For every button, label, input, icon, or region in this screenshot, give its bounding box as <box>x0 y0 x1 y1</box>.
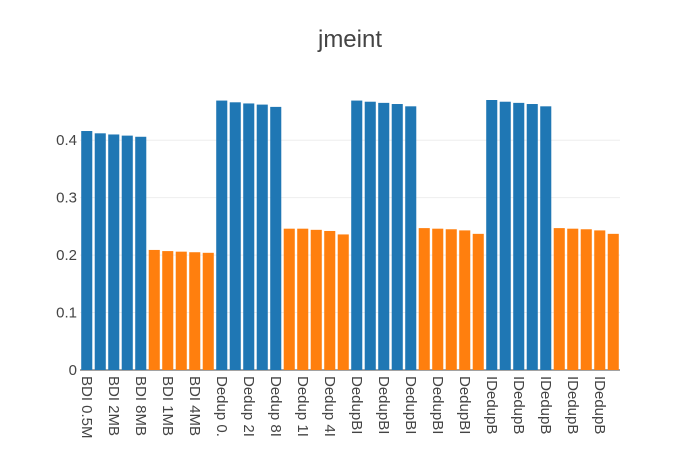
bar[interactable] <box>607 233 619 370</box>
bar[interactable] <box>405 106 417 370</box>
x-tick-label: BDI 0.5M <box>78 376 95 439</box>
bar[interactable] <box>162 251 174 370</box>
bar[interactable] <box>445 229 457 370</box>
bars <box>81 100 619 371</box>
x-tick-label: IDedupB <box>564 376 581 434</box>
x-tick-label: Dedup 4I <box>321 376 338 437</box>
bar[interactable] <box>553 228 565 370</box>
bar[interactable] <box>229 102 241 371</box>
x-tick-label: DedupBI <box>402 376 419 434</box>
x-tick-label: IDedupB <box>510 376 527 434</box>
bar[interactable] <box>513 102 525 371</box>
bar[interactable] <box>270 106 282 370</box>
bar[interactable] <box>364 101 376 370</box>
bar[interactable] <box>337 234 349 370</box>
bar[interactable] <box>310 229 322 370</box>
bar[interactable] <box>378 102 390 371</box>
bar[interactable] <box>472 233 484 370</box>
bar[interactable] <box>499 101 511 370</box>
y-tick-label: 0.4 <box>56 132 77 149</box>
bar[interactable] <box>567 228 579 370</box>
bar[interactable] <box>540 106 552 370</box>
bar[interactable] <box>202 252 214 370</box>
y-tick-label: 0.3 <box>56 190 77 207</box>
chart-title: jmeint <box>317 26 383 53</box>
bar[interactable] <box>148 249 160 370</box>
bar[interactable] <box>189 252 201 370</box>
x-tick-label: IDedupB <box>537 376 554 434</box>
y-tick-label: 0.1 <box>56 305 77 322</box>
bar[interactable] <box>283 228 295 370</box>
x-tick-label: Dedup 0. <box>213 376 230 437</box>
gridlines <box>80 139 620 371</box>
x-tick-label: Dedup 2I <box>240 376 257 437</box>
x-axis-ticks: BDI 0.5M BDI 2MB BDI 8MB BDI 1MB BDI 4MB Dedu… <box>78 376 608 439</box>
bar[interactable] <box>256 104 268 370</box>
bar[interactable] <box>324 230 336 370</box>
bar[interactable] <box>580 229 592 370</box>
bar[interactable] <box>81 131 93 370</box>
bar[interactable] <box>135 136 147 370</box>
y-tick-label: 0.2 <box>56 247 77 264</box>
x-tick-label: IDedupB <box>483 376 500 434</box>
x-tick-label: IDedupB <box>591 376 608 434</box>
bar[interactable] <box>459 230 471 370</box>
bar[interactable] <box>175 251 187 370</box>
x-tick-label: BDI 2MB <box>105 376 122 436</box>
bar[interactable] <box>216 100 228 370</box>
y-axis-ticks: 0 0.1 0.2 0.3 0.4 <box>56 132 77 379</box>
bar[interactable] <box>351 100 363 370</box>
x-tick-label: DedupBI <box>456 376 473 434</box>
bar[interactable] <box>297 228 309 370</box>
x-tick-label: BDI 8MB <box>132 376 149 436</box>
x-tick-label: DedupBI <box>429 376 446 434</box>
bar[interactable] <box>243 103 255 370</box>
x-tick-label: Dedup 8I <box>267 376 284 437</box>
bar[interactable] <box>121 135 133 370</box>
bar[interactable] <box>526 104 538 371</box>
x-tick-label: BDI 4MB <box>186 376 203 436</box>
y-tick-label: 0 <box>69 362 77 379</box>
x-tick-label: Dedup 1I <box>294 376 311 437</box>
bar[interactable] <box>594 230 606 370</box>
bar[interactable] <box>94 133 106 370</box>
bar[interactable] <box>108 134 120 370</box>
bar[interactable] <box>418 228 430 370</box>
bar[interactable] <box>391 104 403 371</box>
x-tick-label: DedupBI <box>375 376 392 434</box>
x-tick-label: DedupBI <box>348 376 365 434</box>
bar[interactable] <box>432 228 444 370</box>
bar[interactable] <box>486 100 498 370</box>
x-tick-label: BDI 1MB <box>159 376 176 436</box>
